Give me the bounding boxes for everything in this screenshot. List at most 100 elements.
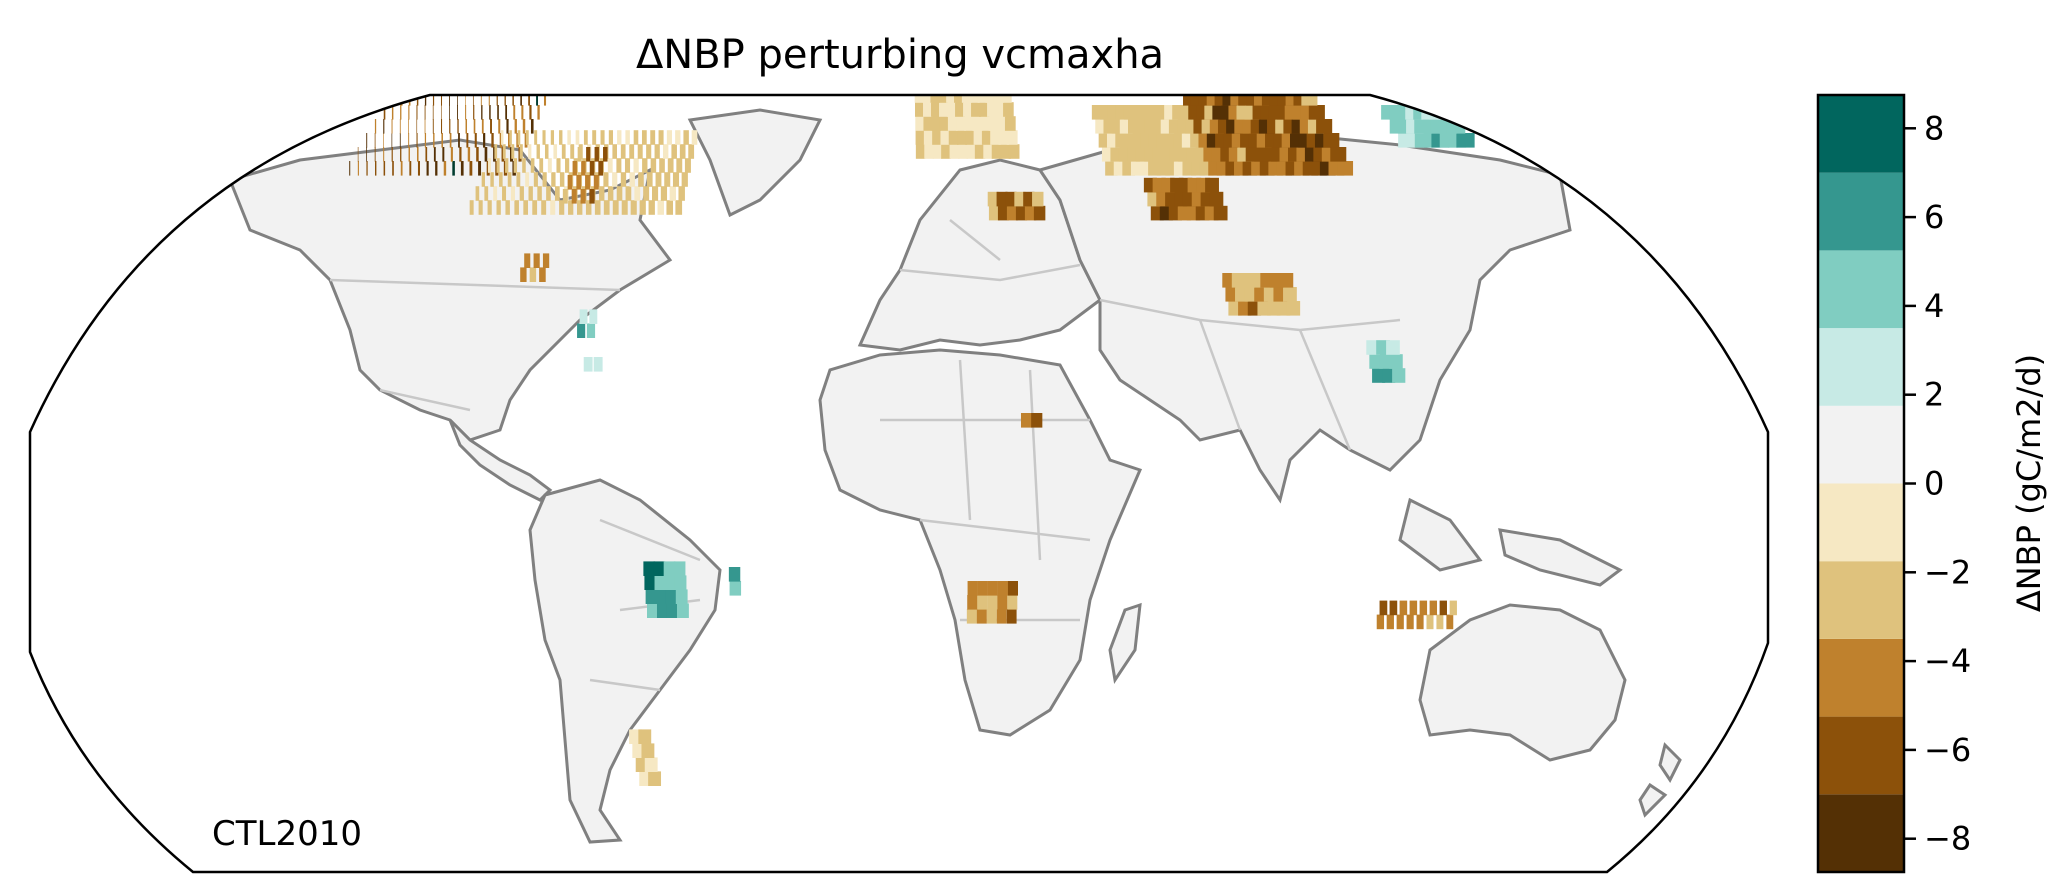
data-cell	[593, 175, 599, 190]
data-cell	[593, 357, 603, 372]
data-cell	[487, 200, 492, 215]
data-cell	[472, 95, 474, 106]
data-cell	[1386, 340, 1400, 355]
data-cell	[678, 186, 685, 201]
data-cell	[1007, 581, 1018, 596]
data-cell	[537, 105, 540, 120]
colorbar-tick-label: −6	[1924, 731, 1971, 769]
data-cell	[1183, 95, 1197, 106]
data-cell	[432, 119, 434, 134]
data-cell	[449, 119, 451, 134]
data-cell	[676, 603, 689, 618]
data-region	[1143, 177, 1228, 221]
data-cell	[525, 172, 530, 187]
colorbar: 8 6 4 2 0 −2 −4 −6 −8 ΔNBP (gC/m2/d)	[1816, 93, 2048, 874]
data-cell	[948, 130, 959, 145]
data-cell	[996, 609, 1007, 624]
data-cell	[612, 144, 618, 159]
data-cell	[536, 95, 539, 106]
data-cell	[589, 309, 598, 324]
data-cell	[659, 158, 665, 173]
data-cell	[923, 102, 933, 117]
data-cell	[562, 189, 568, 204]
data-cell	[586, 323, 596, 338]
data-cell	[1323, 133, 1340, 148]
data-cell	[655, 589, 668, 604]
data-cell	[642, 158, 648, 173]
data-cell	[1279, 273, 1294, 288]
data-cell	[997, 205, 1009, 221]
data-cell	[583, 357, 593, 372]
data-cell	[561, 144, 566, 159]
data-cell	[654, 144, 660, 159]
data-region	[1091, 105, 1214, 176]
land-australia	[1418, 603, 1627, 762]
data-cell	[357, 147, 359, 162]
data-cell	[600, 130, 605, 145]
data-cell	[532, 200, 538, 215]
data-cell	[452, 161, 455, 176]
data-cell	[969, 95, 980, 103]
data-cell	[433, 133, 435, 148]
data-cell	[987, 581, 998, 596]
data-cell	[416, 105, 418, 120]
data-cell	[915, 144, 926, 159]
data-cell	[998, 130, 1010, 145]
data-cell	[449, 105, 450, 120]
data-cell	[489, 105, 491, 120]
data-cell	[383, 133, 384, 148]
data-cell	[392, 161, 394, 176]
data-cell	[424, 119, 426, 134]
data-cell	[505, 105, 508, 120]
land-africa	[818, 348, 1143, 737]
data-cell	[577, 200, 583, 215]
data-cell	[996, 191, 1008, 207]
data-cell	[474, 133, 477, 148]
data-cell	[565, 158, 570, 173]
colorbar-swatch	[1818, 716, 1904, 795]
data-cell	[478, 200, 483, 215]
data-cell	[947, 102, 957, 117]
data-cell	[550, 200, 556, 215]
data-cell	[961, 95, 972, 103]
data-cell	[528, 144, 532, 159]
data-cell	[426, 161, 429, 176]
data-cell	[450, 147, 453, 162]
data-cell	[529, 267, 537, 282]
data-cell	[490, 119, 492, 134]
data-cells	[349, 95, 1475, 786]
data-cell	[977, 95, 988, 103]
data-cell	[553, 144, 558, 159]
data-cell	[675, 200, 683, 215]
data-cell	[1376, 614, 1385, 630]
data-cell	[457, 119, 459, 134]
data-cell	[644, 757, 658, 772]
data-cell	[924, 144, 934, 159]
data-cell	[523, 200, 529, 215]
data-cell	[435, 161, 438, 176]
data-region	[966, 581, 1018, 624]
data-cell	[516, 172, 521, 187]
data-cell	[629, 172, 635, 187]
data-cell	[617, 130, 622, 145]
data-cell	[672, 172, 680, 187]
data-region	[1222, 273, 1301, 316]
data-cell	[923, 130, 934, 145]
colorbar-tick-label: 8	[1924, 109, 1944, 147]
data-cell	[374, 119, 377, 134]
data-cell	[550, 130, 555, 145]
map-annotation: CTL2010	[212, 814, 362, 854]
data-cell	[915, 116, 925, 131]
data-cell	[1372, 368, 1386, 383]
data-cell	[979, 102, 990, 117]
data-cell	[416, 133, 418, 148]
data-cell	[646, 603, 660, 618]
data-cell	[939, 116, 950, 131]
data-cell	[449, 133, 452, 148]
data-cell	[1001, 95, 1012, 103]
data-cell	[551, 172, 556, 187]
land-maritime-asia	[1398, 497, 1623, 587]
data-cell	[534, 130, 538, 145]
data-cell	[409, 161, 412, 176]
data-cell	[480, 95, 482, 106]
